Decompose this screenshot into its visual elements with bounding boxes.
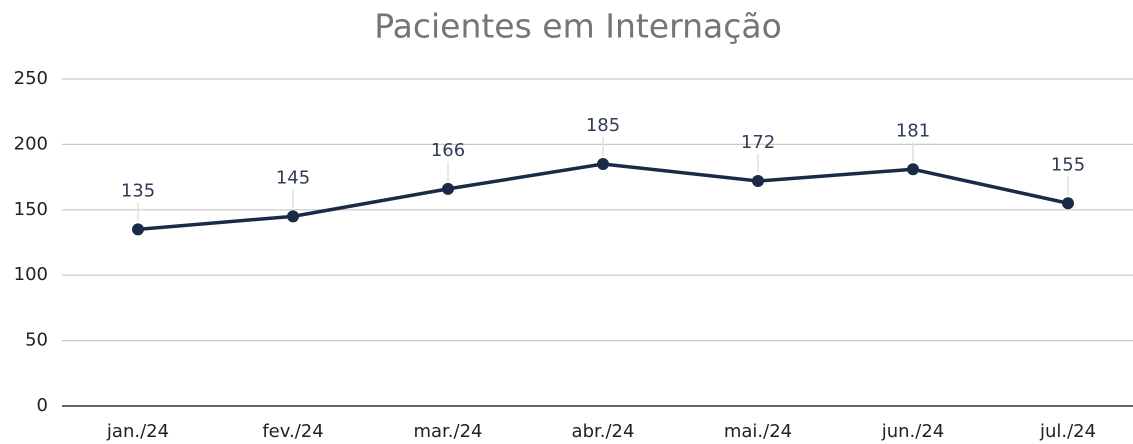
- x-tick-label: mar./24: [413, 421, 482, 442]
- y-tick-label: 250: [14, 68, 48, 89]
- x-tick-label: fev./24: [262, 421, 323, 442]
- point: [287, 210, 299, 223]
- data-label: 181: [896, 120, 930, 141]
- point: [132, 223, 144, 236]
- data-label: 172: [741, 132, 775, 153]
- point: [907, 163, 919, 176]
- point: [442, 182, 454, 195]
- y-tick-label: 100: [14, 264, 48, 285]
- y-tick-label: 200: [14, 133, 48, 154]
- data-label: 135: [121, 180, 155, 201]
- x-tick-label: jan./24: [106, 421, 169, 442]
- x-tick-label: abr./24: [572, 421, 635, 442]
- point: [597, 158, 609, 171]
- chart-title: Pacientes em Internação: [374, 7, 782, 46]
- y-tick-label: 150: [14, 199, 48, 220]
- point: [752, 175, 764, 188]
- x-tick-label: mai./24: [724, 421, 792, 442]
- y-tick-label: 0: [37, 395, 48, 416]
- point: [1062, 197, 1074, 210]
- x-tick-label: jul./24: [1039, 421, 1096, 442]
- data-label: 145: [276, 167, 310, 188]
- data-label: 166: [431, 140, 465, 161]
- data-label: 155: [1051, 154, 1085, 175]
- data-label: 185: [586, 115, 620, 136]
- x-tick-label: jun./24: [881, 421, 945, 442]
- y-tick-label: 50: [25, 330, 48, 351]
